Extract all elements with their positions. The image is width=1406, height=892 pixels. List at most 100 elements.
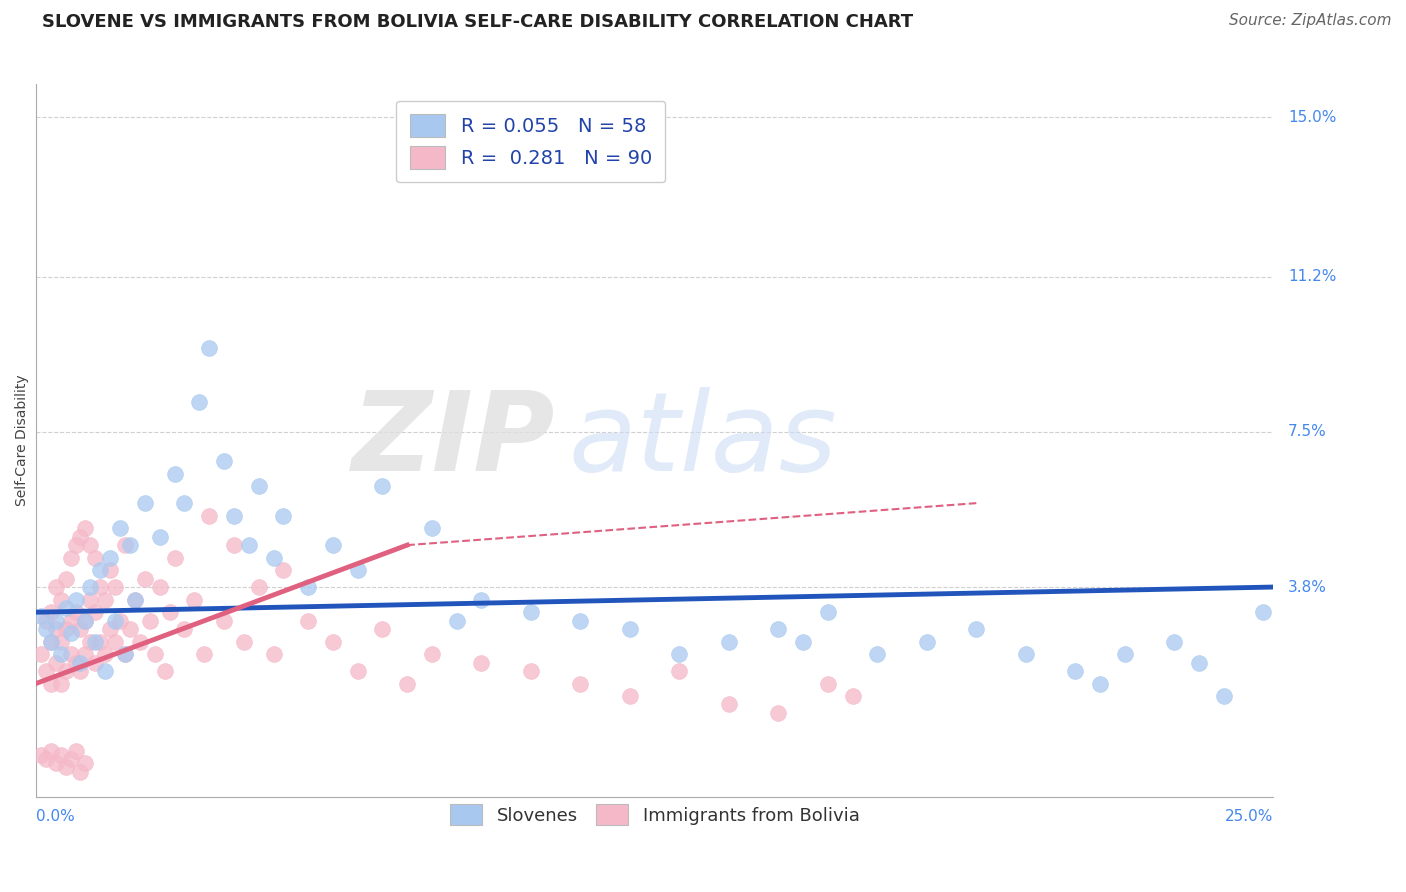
Point <box>39 634 62 648</box>
Point <box>98 550 121 565</box>
Point <box>84 605 107 619</box>
Text: atlas: atlas <box>568 387 837 494</box>
Point <box>30 747 52 762</box>
Point <box>470 592 492 607</box>
Legend: Slovenes, Immigrants from Bolivia: Slovenes, Immigrants from Bolivia <box>440 795 869 834</box>
Point <box>49 676 72 690</box>
Point <box>520 605 543 619</box>
Point <box>446 614 468 628</box>
Point <box>297 580 319 594</box>
Point <box>1064 664 1087 678</box>
Point <box>75 614 97 628</box>
Point <box>346 664 368 678</box>
Point <box>79 592 101 607</box>
Point <box>69 530 91 544</box>
Point <box>55 622 77 636</box>
Point <box>84 656 107 670</box>
Point <box>1088 676 1111 690</box>
Point <box>69 656 91 670</box>
Point <box>84 550 107 565</box>
Text: ZIP: ZIP <box>352 387 555 494</box>
Point <box>65 538 87 552</box>
Point <box>49 592 72 607</box>
Point <box>49 647 72 661</box>
Point <box>163 550 186 565</box>
Point <box>55 760 77 774</box>
Point <box>39 634 62 648</box>
Point <box>79 634 101 648</box>
Point <box>915 634 938 648</box>
Point <box>30 609 52 624</box>
Point <box>104 614 127 628</box>
Point <box>89 634 111 648</box>
Text: SLOVENE VS IMMIGRANTS FROM BOLIVIA SELF-CARE DISABILITY CORRELATION CHART: SLOVENE VS IMMIGRANTS FROM BOLIVIA SELF-… <box>42 13 914 31</box>
Point <box>297 614 319 628</box>
Point <box>75 756 97 771</box>
Point <box>39 744 62 758</box>
Point <box>238 538 260 552</box>
Point <box>134 572 156 586</box>
Point <box>322 634 344 648</box>
Text: 7.5%: 7.5% <box>1288 425 1327 440</box>
Point <box>104 634 127 648</box>
Point <box>49 747 72 762</box>
Point <box>668 664 690 678</box>
Point <box>1163 634 1185 648</box>
Point <box>188 395 211 409</box>
Point <box>75 614 97 628</box>
Point <box>108 521 131 535</box>
Point <box>35 664 58 678</box>
Point <box>84 634 107 648</box>
Point <box>45 614 67 628</box>
Point <box>98 622 121 636</box>
Point <box>153 664 176 678</box>
Point <box>212 454 235 468</box>
Text: Source: ZipAtlas.com: Source: ZipAtlas.com <box>1229 13 1392 29</box>
Point <box>371 479 394 493</box>
Point <box>49 634 72 648</box>
Point <box>420 647 443 661</box>
Point <box>114 538 136 552</box>
Point <box>69 764 91 779</box>
Point <box>149 580 172 594</box>
Point <box>124 592 146 607</box>
Point <box>39 605 62 619</box>
Point <box>45 580 67 594</box>
Point <box>65 744 87 758</box>
Text: 25.0%: 25.0% <box>1225 809 1274 824</box>
Point <box>143 647 166 661</box>
Point <box>65 605 87 619</box>
Point <box>94 592 117 607</box>
Point <box>569 676 592 690</box>
Point <box>98 563 121 577</box>
Point <box>108 614 131 628</box>
Point <box>39 676 62 690</box>
Point <box>396 676 419 690</box>
Point <box>45 756 67 771</box>
Point <box>520 664 543 678</box>
Point <box>1212 689 1234 703</box>
Point <box>668 647 690 661</box>
Point <box>717 634 740 648</box>
Point <box>75 647 97 661</box>
Point <box>1114 647 1136 661</box>
Point <box>118 538 141 552</box>
Text: 11.2%: 11.2% <box>1288 269 1337 285</box>
Point <box>35 752 58 766</box>
Point <box>79 538 101 552</box>
Point <box>69 622 91 636</box>
Point <box>866 647 889 661</box>
Point <box>139 614 162 628</box>
Point <box>1253 605 1275 619</box>
Point <box>149 530 172 544</box>
Point <box>89 563 111 577</box>
Point <box>263 550 285 565</box>
Point <box>222 538 245 552</box>
Point <box>114 647 136 661</box>
Point <box>198 341 221 355</box>
Point <box>59 550 82 565</box>
Point <box>193 647 215 661</box>
Text: 15.0%: 15.0% <box>1288 110 1337 125</box>
Point <box>45 622 67 636</box>
Text: 0.0%: 0.0% <box>37 809 75 824</box>
